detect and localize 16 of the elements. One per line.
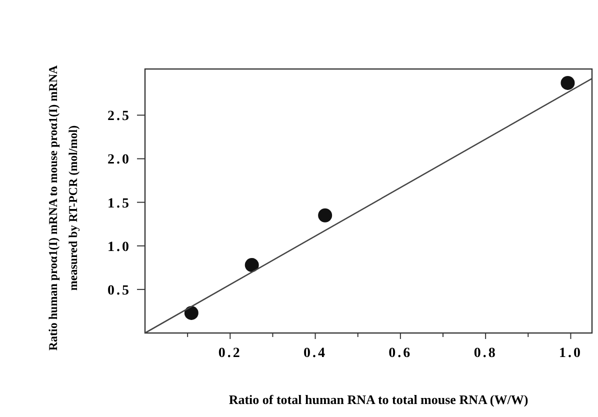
y-axis-title: Ratio human proα1(I) mRNA to mouse proα1(I) mRNA measured by RT-PCR (mol/mol) [46,65,80,351]
y-tick-label: 2.5 [108,109,131,124]
x-tick-label: 0.8 [474,346,498,361]
point [244,258,259,272]
point [184,306,198,320]
y-tick-label: 0.5 [108,283,131,298]
point [560,76,575,90]
x-tick-label: 1.0 [558,346,582,361]
x-axis-title: Ratio of total human RNA to total mouse RNA (W/W) [228,392,528,407]
y-tick-label: 2.0 [108,152,131,168]
y-tick-label: 1.0 [108,240,131,255]
x-tick-label: 0.4 [304,346,328,361]
x-tick-label: 0.2 [218,346,242,361]
point [318,208,332,222]
x-tick-label: 0.6 [388,346,412,361]
y-tick-label: 1.5 [108,196,131,212]
